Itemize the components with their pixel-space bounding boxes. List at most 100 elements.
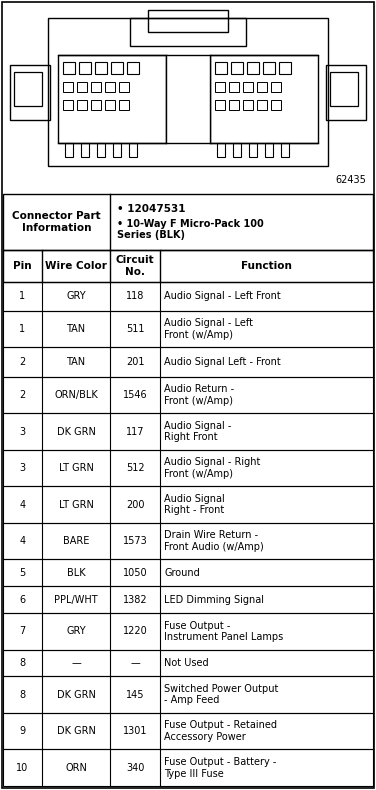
Bar: [79, 62, 91, 74]
Text: Audio Signal Left - Front: Audio Signal Left - Front: [164, 357, 281, 367]
Text: Function: Function: [241, 261, 292, 271]
Text: 118: 118: [126, 292, 144, 301]
Text: Ground: Ground: [164, 568, 200, 577]
Text: 4: 4: [19, 499, 26, 510]
Text: DK GRN: DK GRN: [57, 427, 96, 437]
Text: DK GRN: DK GRN: [57, 726, 96, 736]
Text: TAN: TAN: [67, 324, 86, 334]
Text: 4: 4: [19, 536, 26, 546]
Bar: [130, 18, 246, 46]
Text: 2: 2: [19, 390, 26, 400]
Bar: [215, 82, 225, 92]
Bar: [271, 100, 281, 110]
Text: 201: 201: [126, 357, 144, 367]
Bar: [91, 100, 101, 110]
Text: 1546: 1546: [123, 390, 148, 400]
Bar: [58, 55, 166, 143]
Text: 6: 6: [19, 595, 26, 604]
Bar: [247, 62, 259, 74]
Text: Not Used: Not Used: [164, 658, 209, 668]
Bar: [166, 55, 210, 143]
Bar: [257, 100, 267, 110]
Text: 7: 7: [19, 626, 26, 636]
Bar: [81, 143, 89, 157]
Bar: [10, 65, 50, 120]
Bar: [229, 100, 239, 110]
Text: Pin: Pin: [13, 261, 32, 271]
Text: 1301: 1301: [123, 726, 147, 736]
Bar: [113, 143, 121, 157]
Text: Audio Signal -
Right Front: Audio Signal - Right Front: [164, 421, 232, 442]
Text: LED Dimming Signal: LED Dimming Signal: [164, 595, 264, 604]
Bar: [210, 55, 318, 143]
Bar: [330, 72, 358, 106]
Bar: [279, 62, 291, 74]
Text: ORN: ORN: [65, 762, 87, 773]
Text: Audio Signal
Right - Front: Audio Signal Right - Front: [164, 494, 225, 515]
Text: Switched Power Output
- Amp Feed: Switched Power Output - Amp Feed: [164, 684, 279, 705]
Bar: [148, 10, 228, 32]
Bar: [281, 143, 289, 157]
Text: 10: 10: [16, 762, 29, 773]
Text: LT GRN: LT GRN: [59, 499, 94, 510]
Bar: [3, 649, 373, 676]
Bar: [3, 413, 373, 450]
Text: TAN: TAN: [67, 357, 86, 367]
Text: Wire Color: Wire Color: [45, 261, 107, 271]
Bar: [3, 450, 373, 487]
Text: Fuse Output - Battery -
Type III Fuse: Fuse Output - Battery - Type III Fuse: [164, 757, 277, 778]
Text: Audio Signal - Left Front: Audio Signal - Left Front: [164, 292, 281, 301]
Text: PPL/WHT: PPL/WHT: [54, 595, 98, 604]
Bar: [63, 100, 73, 110]
Bar: [119, 82, 129, 92]
Text: 1220: 1220: [123, 626, 148, 636]
Bar: [111, 62, 123, 74]
Bar: [326, 65, 366, 120]
Bar: [3, 523, 373, 559]
Text: DK GRN: DK GRN: [57, 690, 96, 700]
Text: 8: 8: [19, 658, 26, 668]
Text: 9: 9: [19, 726, 26, 736]
Bar: [249, 143, 257, 157]
Bar: [3, 559, 373, 586]
Bar: [95, 62, 107, 74]
Text: 1573: 1573: [123, 536, 148, 546]
Bar: [3, 613, 373, 649]
Bar: [263, 62, 275, 74]
Text: GRY: GRY: [66, 292, 86, 301]
Bar: [215, 100, 225, 110]
Bar: [119, 100, 129, 110]
Text: 1: 1: [19, 292, 26, 301]
Bar: [3, 250, 373, 282]
Bar: [129, 143, 137, 157]
Text: 62435: 62435: [335, 175, 366, 185]
Bar: [97, 143, 105, 157]
Bar: [3, 348, 373, 377]
Bar: [3, 586, 373, 613]
Text: 2: 2: [19, 357, 26, 367]
Text: 5: 5: [19, 568, 26, 577]
Bar: [91, 82, 101, 92]
Bar: [271, 82, 281, 92]
Bar: [77, 100, 87, 110]
Text: Fuse Output -
Instrument Panel Lamps: Fuse Output - Instrument Panel Lamps: [164, 620, 284, 642]
Bar: [3, 713, 373, 750]
Bar: [63, 62, 75, 74]
Text: 512: 512: [126, 463, 145, 473]
Text: BARE: BARE: [63, 536, 89, 546]
Text: 340: 340: [126, 762, 144, 773]
Bar: [217, 143, 225, 157]
Bar: [257, 82, 267, 92]
Text: 3: 3: [19, 427, 26, 437]
Bar: [3, 194, 373, 250]
Text: ORN/BLK: ORN/BLK: [54, 390, 98, 400]
Text: 200: 200: [126, 499, 144, 510]
Bar: [243, 100, 253, 110]
Bar: [3, 676, 373, 713]
Bar: [48, 18, 328, 166]
Text: Audio Signal - Left
Front (w/Amp): Audio Signal - Left Front (w/Amp): [164, 318, 253, 340]
Bar: [233, 143, 241, 157]
Text: 1: 1: [19, 324, 26, 334]
Text: Audio Signal - Right
Front (w/Amp): Audio Signal - Right Front (w/Amp): [164, 457, 261, 479]
Text: 1050: 1050: [123, 568, 148, 577]
